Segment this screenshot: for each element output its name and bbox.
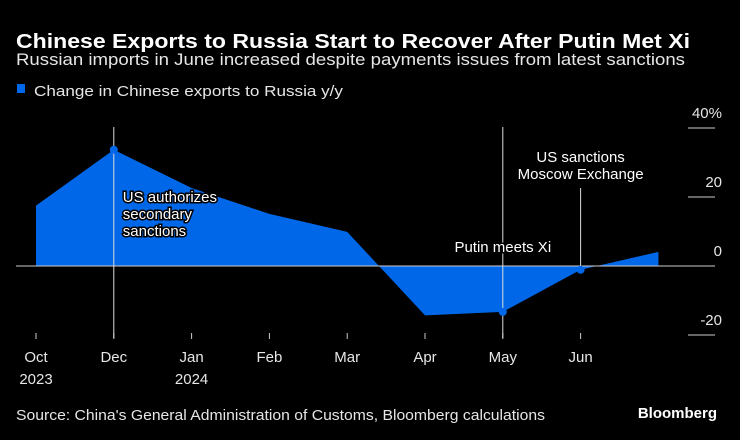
x-tick-label: Apr [413, 349, 436, 366]
x-tick-label: May [489, 349, 518, 366]
plot-area: 40% 20 0 -20 Oct 2023 Dec Jan 2024 Feb Mar Apr May Ju… [16, 105, 722, 388]
y-tick-label: 0 [714, 243, 722, 260]
legend-swatch [17, 84, 25, 93]
annotation-label: sanctions [123, 223, 186, 240]
annotation-marker [576, 265, 585, 274]
annotation-marker [498, 307, 507, 316]
legend-label: Change in Chinese exports to Russia y/y [34, 83, 344, 100]
x-tick-label: Jan [180, 349, 204, 366]
y-tick-label: -20 [700, 312, 722, 329]
annotation-label: Putin meets Xi [454, 239, 551, 256]
x-tick-label: Feb [256, 349, 282, 366]
x-tick-label: Oct [24, 349, 48, 366]
annotation-label: US sanctions [536, 149, 624, 166]
chart-title: Chinese Exports to Russia Start to Recov… [16, 31, 690, 53]
chart-subtitle: Russian imports in June increased despit… [16, 50, 685, 69]
x-tick-label: Mar [334, 349, 360, 366]
x-tick-year-label: 2023 [19, 371, 52, 388]
annotation-label: US authorizes [123, 189, 217, 206]
annotation-marker [109, 145, 118, 154]
annotation-label: secondary [123, 206, 193, 223]
y-tick-label: 40% [692, 105, 722, 122]
source-note: Source: China's General Administration o… [16, 407, 545, 424]
x-tick-label: Dec [100, 349, 127, 366]
x-tick-year-label: 2024 [175, 371, 208, 388]
bloomberg-logo: Bloomberg [638, 405, 717, 422]
annotation-label: Moscow Exchange [518, 166, 644, 183]
x-tick-label: Jun [569, 349, 593, 366]
y-tick-label: 20 [705, 174, 722, 191]
